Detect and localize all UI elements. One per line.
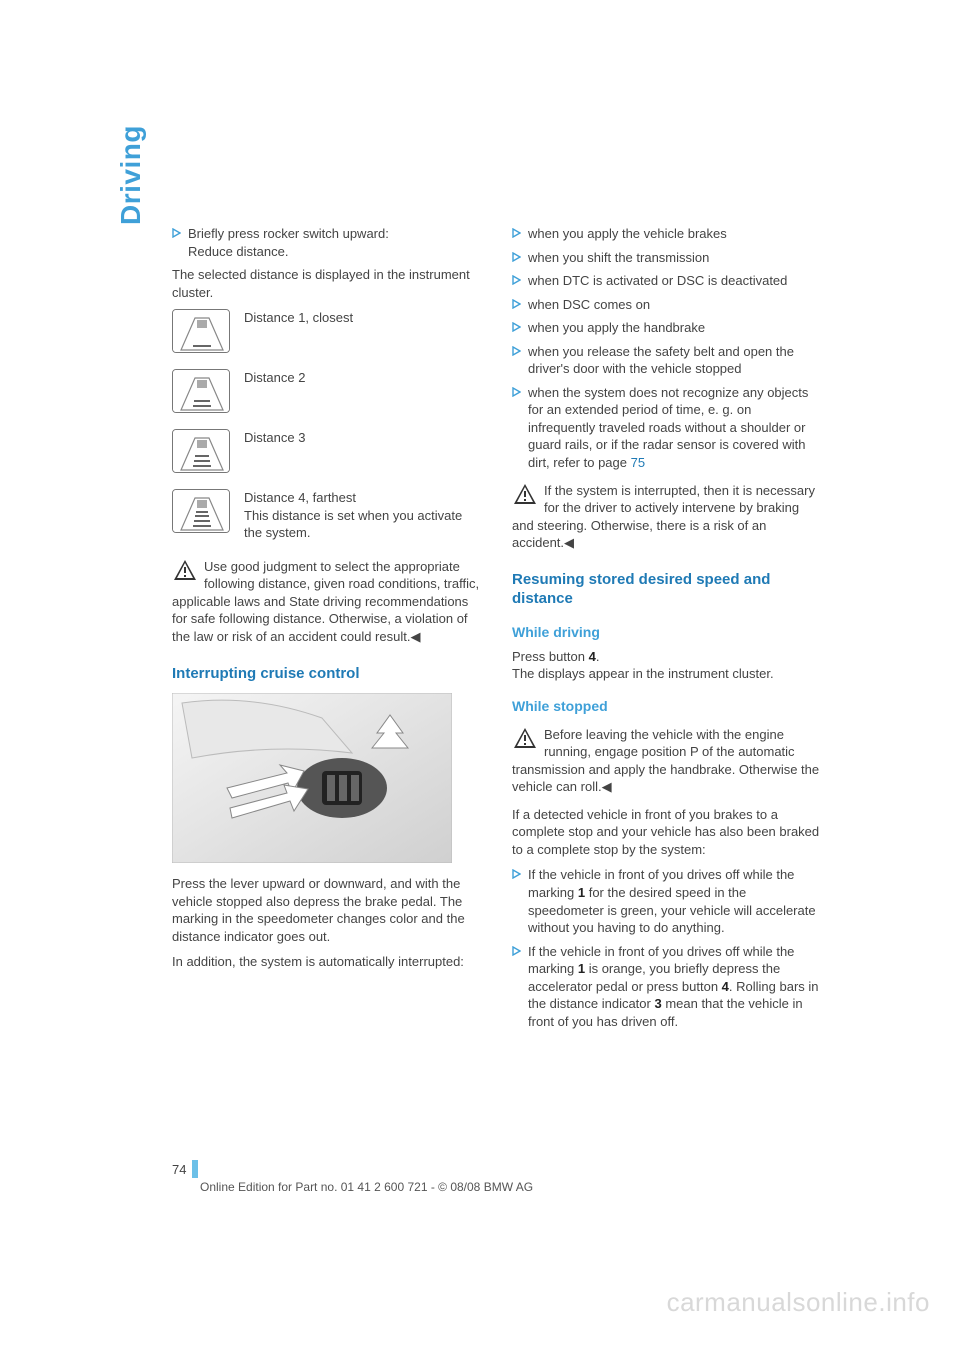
distance-1-row: Distance 1, closest [172, 309, 482, 353]
text: The displays appear in the instrument cl… [512, 666, 774, 681]
warning-icon [512, 726, 538, 750]
paragraph: Press the lever upward or downward, and … [172, 875, 482, 945]
cruise-lever-illustration [172, 693, 452, 863]
text: . [596, 649, 600, 664]
triangle-icon [512, 346, 521, 356]
subhead-while-stopped: While stopped [512, 697, 822, 716]
distance-label: Distance 1, closest [244, 309, 353, 327]
warning-judgment: Use good judgment to select the appropri… [172, 558, 482, 646]
page: Driving Briefly press rocker switch upwa… [0, 0, 960, 1358]
paragraph: The selected distance is displayed in th… [172, 266, 482, 301]
heading-interrupting-cruise-control: Interrupting cruise control [172, 664, 482, 684]
text: Reduce distance. [188, 244, 288, 259]
warning-icon [172, 558, 198, 582]
triangle-icon [512, 299, 521, 309]
bullet-text: If the vehicle in front of you drives of… [528, 943, 822, 1031]
bullet-text: when you shift the transmission [528, 249, 822, 267]
bullet-text: when DSC comes on [528, 296, 822, 314]
bullet-item: when DTC is activated or DSC is deactiva… [512, 272, 822, 290]
warning-icon [512, 482, 538, 506]
distance-4-icon [172, 489, 230, 533]
bullet-text: when DTC is activated or DSC is deactiva… [528, 272, 822, 290]
distance-4-row: Distance 4, farthest This distance is se… [172, 489, 482, 542]
bullet-text: when you apply the handbrake [528, 319, 822, 337]
warning-text: Before leaving the vehicle with the engi… [512, 727, 819, 795]
distance-3-row: Distance 3 [172, 429, 482, 473]
distance-2-row: Distance 2 [172, 369, 482, 413]
triangle-icon [512, 275, 521, 285]
paragraph: Press button 4. The displays appear in t… [512, 648, 822, 683]
triangle-icon [512, 869, 521, 879]
page-link-75[interactable]: 75 [631, 455, 645, 470]
bullet-text: when the system does not recognize any o… [528, 384, 822, 472]
bold-ref: 3 [654, 996, 661, 1011]
distance-label: Distance 2 [244, 369, 305, 387]
text: This distance is set when you activate t… [244, 508, 462, 541]
triangle-icon [512, 228, 521, 238]
bullet-item: when you apply the vehicle brakes [512, 225, 822, 243]
bullet-item: when the system does not recognize any o… [512, 384, 822, 472]
right-column: when you apply the vehicle brakes when y… [512, 225, 822, 1036]
footer-copyright: Online Edition for Part no. 01 41 2 600 … [200, 1180, 533, 1194]
content-columns: Briefly press rocker switch upward: Redu… [172, 225, 822, 1036]
bullet-reduce-distance: Briefly press rocker switch upward: Redu… [172, 225, 482, 260]
bullet-text: If the vehicle in front of you drives of… [528, 866, 822, 936]
bullet-text: Briefly press rocker switch upward: Redu… [188, 225, 482, 260]
distance-1-icon [172, 309, 230, 353]
triangle-icon [512, 946, 521, 956]
paragraph: If a detected vehicle in front of you br… [512, 806, 822, 859]
bullet-item: If the vehicle in front of you drives of… [512, 943, 822, 1031]
triangle-icon [512, 322, 521, 332]
page-number-wrap: 74 [172, 1160, 198, 1178]
heading-resuming-speed: Resuming stored desired speed and distan… [512, 570, 822, 609]
distance-label: Distance 4, farthest This distance is se… [244, 489, 482, 542]
bullet-item: when you apply the handbrake [512, 319, 822, 337]
warning-stopped: Before leaving the vehicle with the engi… [512, 726, 822, 796]
text: Distance 4, farthest [244, 490, 356, 505]
warning-text: Use good judgment to select the appropri… [172, 559, 479, 644]
bullet-item: If the vehicle in front of you drives of… [512, 866, 822, 936]
text: Briefly press rocker switch upward: [188, 226, 389, 241]
paragraph: In addition, the system is automatically… [172, 953, 482, 971]
text: when the system does not recognize any o… [528, 385, 808, 470]
warning-text: If the system is interrupted, then it is… [512, 483, 815, 551]
subhead-while-driving: While driving [512, 623, 822, 642]
side-tab-driving: Driving [115, 125, 147, 225]
triangle-icon [512, 387, 521, 397]
bold-ref: 4 [589, 649, 596, 664]
warning-interrupt: If the system is interrupted, then it is… [512, 482, 822, 552]
triangle-icon [512, 252, 521, 262]
distance-3-icon [172, 429, 230, 473]
bullet-item: when you shift the transmission [512, 249, 822, 267]
text: Press button [512, 649, 589, 664]
bold-ref: 1 [578, 885, 585, 900]
bullet-text: when you apply the vehicle brakes [528, 225, 822, 243]
bullet-text: when you release the safety belt and ope… [528, 343, 822, 378]
distance-2-icon [172, 369, 230, 413]
distance-label: Distance 3 [244, 429, 305, 447]
bold-ref: 4 [722, 979, 729, 994]
page-number: 74 [172, 1162, 186, 1177]
bold-ref: 1 [578, 961, 585, 976]
bullet-item: when you release the safety belt and ope… [512, 343, 822, 378]
bullet-item: when DSC comes on [512, 296, 822, 314]
triangle-icon [172, 228, 181, 238]
page-number-bar [192, 1160, 198, 1178]
left-column: Briefly press rocker switch upward: Redu… [172, 225, 482, 1036]
watermark: carmanualsonline.info [667, 1287, 930, 1318]
